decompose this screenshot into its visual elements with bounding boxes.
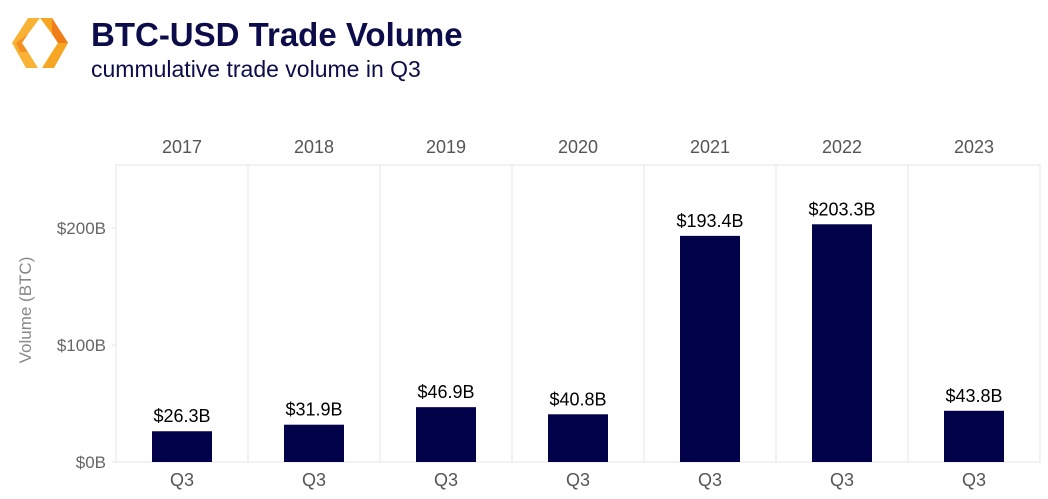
x-tick-label: Q3 xyxy=(566,470,590,490)
bar xyxy=(284,424,344,462)
page-subtitle: cummulative trade volume in Q3 xyxy=(91,56,421,82)
y-tick-label: $200B xyxy=(57,219,106,238)
panel-year-label: 2019 xyxy=(426,137,466,157)
x-tick-label: Q3 xyxy=(302,470,326,490)
panel-year-label: 2021 xyxy=(690,137,730,157)
x-tick-label: Q3 xyxy=(698,470,722,490)
data-label: $31.9B xyxy=(285,400,342,420)
bar xyxy=(680,235,740,462)
bar xyxy=(152,431,212,462)
x-tick-label: Q3 xyxy=(830,470,854,490)
data-label: $40.8B xyxy=(549,389,606,409)
bar xyxy=(812,224,872,462)
panel-year-label: 2018 xyxy=(294,137,334,157)
data-label: $193.4B xyxy=(676,211,743,231)
panel-year-label: 2020 xyxy=(558,137,598,157)
panel-year-label: 2022 xyxy=(822,137,862,157)
y-axis-label: Volume (BTC) xyxy=(16,257,35,364)
x-tick-label: Q3 xyxy=(434,470,458,490)
data-label: $26.3B xyxy=(153,406,210,426)
data-label: $43.8B xyxy=(945,386,1002,406)
x-tick-label: Q3 xyxy=(962,470,986,490)
x-tick-label: Q3 xyxy=(170,470,194,490)
bar xyxy=(416,407,476,462)
logo-icon xyxy=(12,18,68,68)
panel-year-label: 2023 xyxy=(954,137,994,157)
y-tick-label: $100B xyxy=(57,336,106,355)
y-tick-label: $0B xyxy=(76,453,106,472)
bar xyxy=(548,414,608,462)
data-label: $203.3B xyxy=(808,199,875,219)
data-label: $46.9B xyxy=(417,382,474,402)
page-title: BTC-USD Trade Volume xyxy=(91,16,463,53)
bar xyxy=(944,410,1004,462)
panel-year-label: 2017 xyxy=(162,137,202,157)
